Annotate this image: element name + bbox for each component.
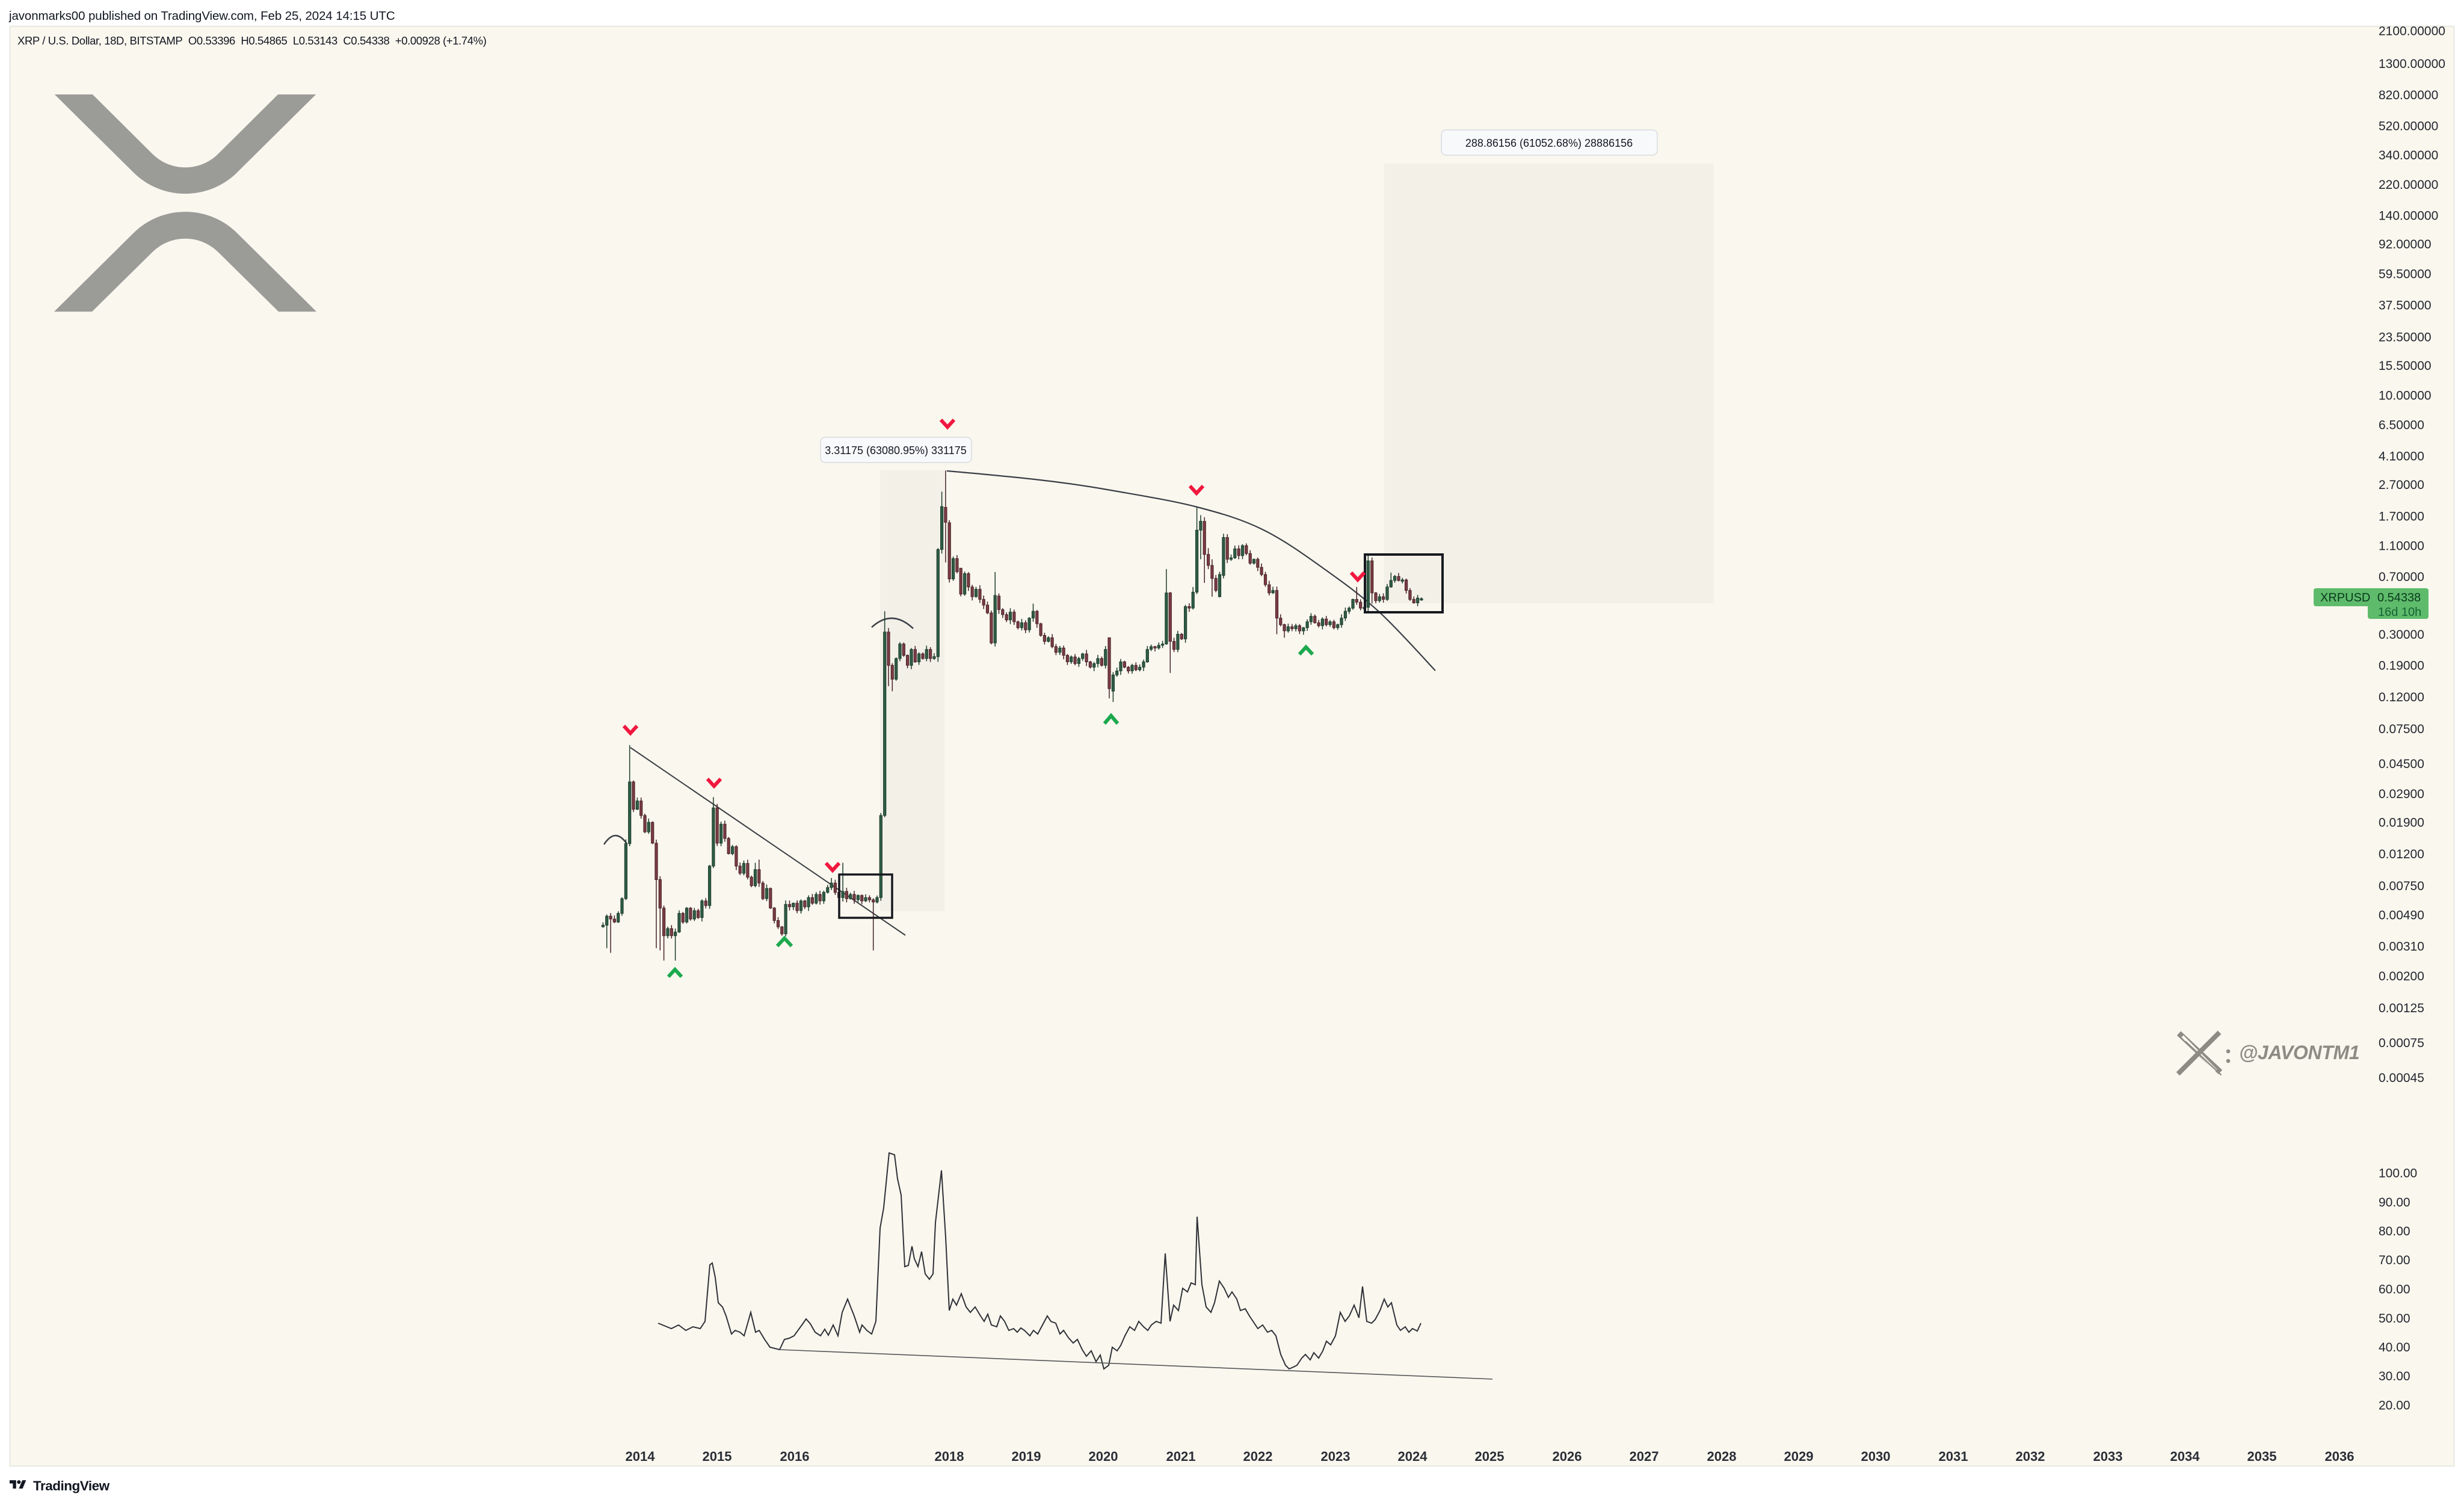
svg-text:1.10000: 1.10000 (2379, 539, 2424, 553)
svg-text:0.30000: 0.30000 (2379, 628, 2424, 642)
svg-text:37.50000: 37.50000 (2379, 299, 2432, 313)
svg-text:2019: 2019 (1012, 1449, 1041, 1464)
svg-text:2035: 2035 (2247, 1449, 2277, 1464)
svg-text:0.00045: 0.00045 (2379, 1071, 2424, 1085)
svg-text:2028: 2028 (1707, 1449, 1737, 1464)
svg-text:1.70000: 1.70000 (2379, 509, 2424, 523)
svg-text:0.00075: 0.00075 (2379, 1036, 2424, 1050)
svg-text:4.10000: 4.10000 (2379, 450, 2424, 464)
svg-text:2025: 2025 (1475, 1449, 1505, 1464)
svg-text:340.00000: 340.00000 (2379, 149, 2438, 162)
svg-text:2036: 2036 (2325, 1449, 2355, 1464)
svg-text:70.00: 70.00 (2379, 1253, 2410, 1267)
svg-text:2100.00000: 2100.00000 (2379, 24, 2445, 38)
svg-text:140.00000: 140.00000 (2379, 209, 2438, 223)
svg-text:520.00000: 520.00000 (2379, 120, 2438, 134)
svg-text:90.00: 90.00 (2379, 1196, 2410, 1210)
svg-text:2020: 2020 (1089, 1449, 1118, 1464)
svg-text:@JAVONTM1: @JAVONTM1 (2239, 1042, 2359, 1063)
svg-text:92.00000: 92.00000 (2379, 238, 2432, 251)
svg-text:XRP / U.S. Dollar, 18D, BITSTA: XRP / U.S. Dollar, 18D, BITSTAMP O0.5339… (17, 34, 487, 47)
svg-text:2023: 2023 (1321, 1449, 1351, 1464)
svg-text:0.04500: 0.04500 (2379, 757, 2424, 771)
svg-text:2032: 2032 (2016, 1449, 2045, 1464)
svg-text:2015: 2015 (703, 1449, 732, 1464)
svg-text:2030: 2030 (1861, 1449, 1891, 1464)
svg-text:2031: 2031 (1939, 1449, 1968, 1464)
svg-text:TradingView: TradingView (33, 1478, 110, 1493)
svg-text:80.00: 80.00 (2379, 1225, 2410, 1238)
svg-text:6.50000: 6.50000 (2379, 418, 2424, 432)
svg-text:15.50000: 15.50000 (2379, 359, 2432, 373)
svg-text:2022: 2022 (1243, 1449, 1273, 1464)
svg-text:2034: 2034 (2170, 1449, 2201, 1464)
svg-text:0.00490: 0.00490 (2379, 908, 2424, 922)
svg-text:59.50000: 59.50000 (2379, 267, 2432, 281)
svg-text:1300.00000: 1300.00000 (2379, 57, 2445, 71)
svg-text:0.12000: 0.12000 (2379, 690, 2424, 704)
svg-text:220.00000: 220.00000 (2379, 178, 2438, 192)
svg-text:0.01900: 0.01900 (2379, 816, 2424, 830)
svg-text:60.00: 60.00 (2379, 1283, 2410, 1297)
svg-text:0.00125: 0.00125 (2379, 1001, 2424, 1015)
svg-text:0.54338: 0.54338 (2377, 591, 2421, 604)
svg-text:0.00310: 0.00310 (2379, 939, 2424, 953)
svg-text:2026: 2026 (1553, 1449, 1582, 1464)
svg-text:XRPUSD: XRPUSD (2320, 591, 2370, 604)
svg-text:2016: 2016 (780, 1449, 810, 1464)
svg-text:2027: 2027 (1630, 1449, 1659, 1464)
svg-text:2033: 2033 (2093, 1449, 2123, 1464)
svg-text:0.00750: 0.00750 (2379, 879, 2424, 893)
svg-text:30.00: 30.00 (2379, 1369, 2410, 1383)
svg-text:2024: 2024 (1398, 1449, 1428, 1464)
svg-text:100.00: 100.00 (2379, 1167, 2417, 1181)
svg-text:50.00: 50.00 (2379, 1312, 2410, 1326)
svg-text:0.19000: 0.19000 (2379, 659, 2424, 673)
svg-text:2021: 2021 (1166, 1449, 1196, 1464)
svg-text:2018: 2018 (935, 1449, 964, 1464)
svg-text:20.00: 20.00 (2379, 1399, 2410, 1413)
svg-text:16d 10h: 16d 10h (2378, 606, 2421, 619)
svg-text:0.01200: 0.01200 (2379, 847, 2424, 861)
svg-text:2029: 2029 (1784, 1449, 1814, 1464)
svg-text:2014: 2014 (626, 1449, 656, 1464)
svg-text:3.31175 (63080.95%) 331175: 3.31175 (63080.95%) 331175 (825, 444, 967, 456)
svg-text:0.70000: 0.70000 (2379, 570, 2424, 584)
svg-text:javonmarks00 published on Trad: javonmarks00 published on TradingView.co… (8, 9, 395, 23)
svg-text:23.50000: 23.50000 (2379, 331, 2432, 345)
svg-text:10.00000: 10.00000 (2379, 389, 2432, 403)
svg-text:820.00000: 820.00000 (2379, 88, 2438, 102)
svg-text:0.00200: 0.00200 (2379, 970, 2424, 983)
svg-text:0.07500: 0.07500 (2379, 722, 2424, 736)
svg-text:288.86156 (61052.68%) 28886156: 288.86156 (61052.68%) 28886156 (1465, 137, 1633, 149)
svg-text:0.02900: 0.02900 (2379, 787, 2424, 801)
svg-text:40.00: 40.00 (2379, 1341, 2410, 1354)
svg-text:2.70000: 2.70000 (2379, 478, 2424, 492)
